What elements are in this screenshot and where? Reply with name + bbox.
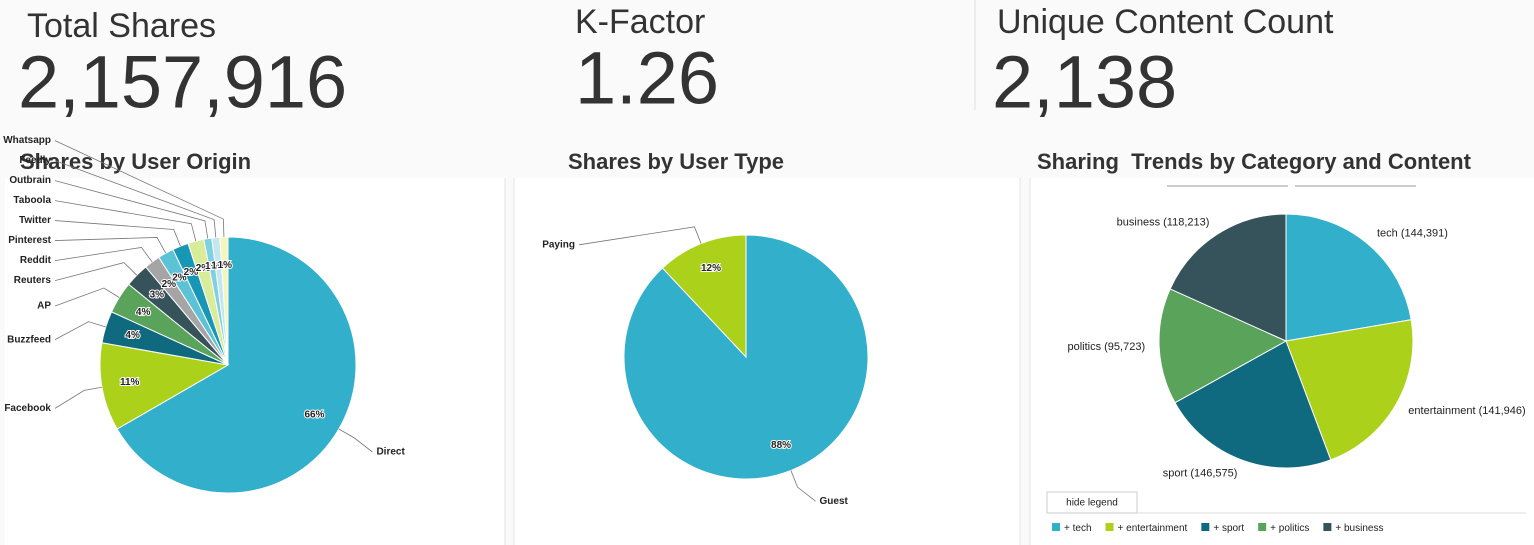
data-label: 2%	[162, 279, 177, 290]
data-label: 1%	[211, 260, 226, 271]
slice-name: sport	[1163, 467, 1187, 479]
connector	[54, 237, 167, 254]
slice-name: tech	[1377, 227, 1398, 239]
data-label: 2%	[172, 272, 187, 283]
legend-toggle-button[interactable]	[1046, 491, 1138, 514]
kpi-value: 2,157,916	[18, 41, 347, 124]
data-label: 3%	[150, 290, 165, 301]
chart-title: Shares by User Origin	[20, 149, 251, 174]
chart-title: Shares by User Type	[568, 149, 784, 174]
connector	[338, 428, 373, 453]
data-label: 2%	[196, 263, 211, 274]
slice-label: entertainment (141,946)	[1408, 405, 1525, 417]
slice-value: (144,391)	[1401, 227, 1448, 239]
connector	[54, 386, 103, 409]
legend-toggle[interactable]: hide legend	[1066, 498, 1118, 509]
legend-marker: +	[1270, 523, 1276, 534]
pie-slice	[1169, 213, 1287, 342]
slice-label: Buzzfeed	[7, 334, 51, 345]
slice-value: (146,575)	[1190, 467, 1237, 479]
legend-name: sport	[1222, 523, 1244, 534]
slice-value: (118,213)	[1163, 217, 1209, 229]
legend-entry[interactable]: + business	[1335, 523, 1383, 534]
slice-label: Guest	[820, 496, 849, 507]
legend-swatch	[1201, 523, 1210, 531]
legend-marker: +	[1064, 523, 1070, 534]
pie-slice	[1174, 340, 1332, 469]
legend-name: tech	[1073, 523, 1092, 534]
legend-marker: +	[1118, 523, 1124, 534]
connector	[578, 226, 702, 246]
slice-label: Outbrain	[9, 175, 51, 186]
data-label: 12%	[701, 263, 721, 274]
slice-label: Facebook	[4, 403, 51, 414]
slice-label: Taboola	[13, 195, 51, 206]
connector	[54, 287, 120, 307]
kpi-label: K-Factor	[575, 3, 705, 41]
data-label: 11%	[120, 377, 140, 388]
legend-marker: +	[1213, 523, 1219, 534]
connector	[54, 160, 217, 238]
connector	[54, 200, 197, 242]
slice-name: politics	[1067, 341, 1101, 353]
data-label: 4%	[136, 307, 151, 318]
slice-label: sport (146,575)	[1163, 467, 1238, 479]
slice-label: AP	[37, 301, 51, 312]
legend-swatch	[1052, 523, 1060, 531]
legend-entry[interactable]: + politics	[1270, 523, 1309, 534]
connector	[54, 220, 181, 247]
slice-label: Reddit	[20, 255, 52, 266]
pie-slice	[1285, 213, 1412, 342]
pie-slice	[99, 342, 230, 430]
slice-label: Whatsapp	[3, 135, 51, 146]
data-label: 66%	[304, 410, 324, 421]
legend-swatch	[1323, 523, 1332, 531]
data-label: 4%	[125, 330, 140, 341]
kpi-label: Total Shares	[27, 7, 216, 45]
pie-slice	[219, 236, 229, 366]
chart-title: Sharing Trends by Category and Content	[1037, 149, 1472, 174]
slice-label: Reuters	[14, 275, 52, 286]
data-label: 1%	[218, 260, 233, 271]
slice-label: Direct	[376, 447, 405, 458]
pie-slice	[1158, 288, 1288, 404]
legend-name: entertainment	[1126, 523, 1187, 534]
connector	[790, 470, 816, 502]
connector	[54, 321, 106, 341]
legend-entry[interactable]: + entertainment	[1118, 523, 1188, 534]
slice-value: (141,946)	[1479, 405, 1526, 417]
data-label: 1%	[205, 261, 220, 272]
pie-slice	[116, 236, 357, 494]
slice-label: Twitter	[19, 215, 51, 226]
connector	[54, 262, 138, 281]
slice-name: entertainment	[1408, 405, 1475, 417]
legend-swatch	[1105, 523, 1114, 531]
slice-label: Paying	[542, 239, 575, 250]
slice-name: business	[1117, 217, 1161, 229]
legend-name: business	[1344, 523, 1383, 534]
connector	[54, 180, 209, 239]
slice-label: politics (95,723)	[1067, 341, 1145, 353]
kpi-label: Unique Content Count	[997, 3, 1334, 41]
kpi-value: 1.26	[575, 37, 719, 120]
legend-marker: +	[1335, 523, 1341, 534]
data-label: 2%	[184, 267, 199, 278]
legend-entry[interactable]: + sport	[1213, 523, 1244, 534]
slice-label: business (118,213)	[1117, 217, 1210, 229]
slice-label: Feedly	[19, 155, 51, 166]
slice-value: (95,723)	[1104, 341, 1145, 353]
legend-swatch	[1258, 523, 1267, 531]
legend-entry[interactable]: + tech	[1064, 523, 1092, 534]
slice-label: tech (144,391)	[1377, 227, 1448, 239]
data-label: 88%	[771, 440, 791, 451]
slice-label: Pinterest	[8, 235, 51, 246]
kpi-value: 2,138	[992, 41, 1177, 124]
connector	[54, 140, 225, 238]
legend-name: politics	[1279, 523, 1310, 534]
connector	[54, 246, 153, 263]
